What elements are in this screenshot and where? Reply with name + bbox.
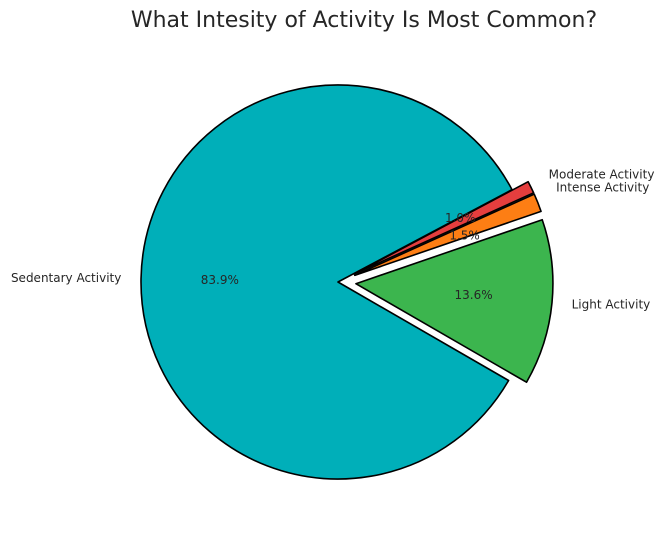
slice-label-light-activity: Light Activity xyxy=(572,298,651,312)
pct-label-intense-activity: 1.5% xyxy=(449,229,480,243)
slice-label-sedentary-activity: Sedentary Activity xyxy=(11,271,121,285)
pie-labels: Light Activity 13.6% Intense Activity 1.5% M… xyxy=(11,168,654,312)
pct-label-sedentary-activity: 83.9% xyxy=(201,273,239,287)
pie-slice-moderate-activity xyxy=(353,180,535,275)
pie-slice-sedentary-activity xyxy=(140,84,513,480)
pie-slice-light-activity xyxy=(355,218,554,384)
slice-label-intense-activity: Intense Activity xyxy=(556,180,649,194)
pie-slices xyxy=(140,84,554,480)
pct-label-light-activity: 13.6% xyxy=(455,288,493,302)
chart-title: What Intesity of Activity Is Most Common… xyxy=(131,8,597,33)
slice-label-moderate-activity: Moderate Activity xyxy=(549,168,655,182)
pie-slice-intense-activity xyxy=(353,193,542,277)
pct-label-moderate-activity: 1.0% xyxy=(445,211,476,225)
